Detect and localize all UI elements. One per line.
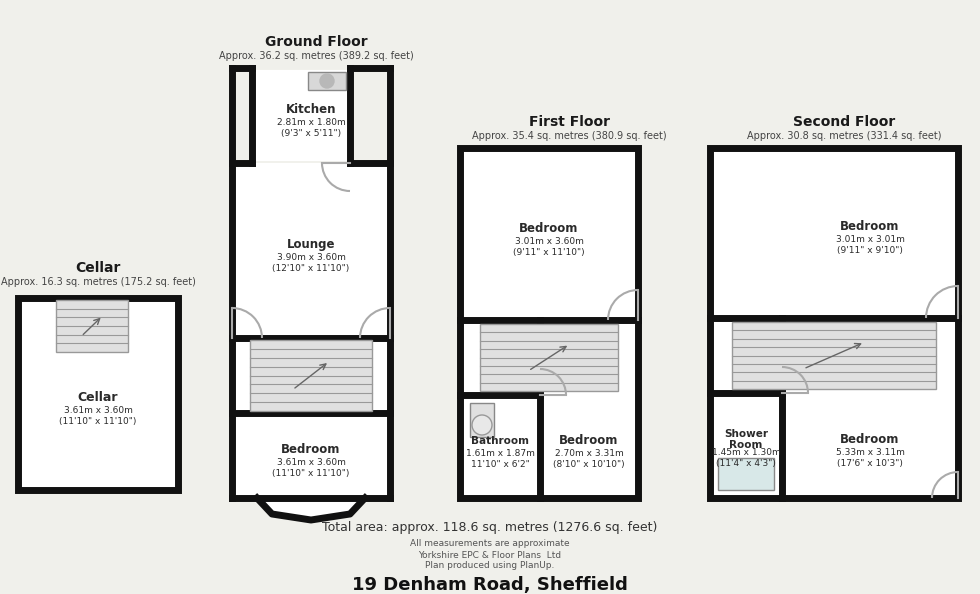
- Text: First Floor: First Floor: [528, 115, 610, 129]
- Text: (9'11" x 11'10"): (9'11" x 11'10"): [514, 248, 585, 257]
- Text: (8'10" x 10'10"): (8'10" x 10'10"): [553, 460, 625, 469]
- Text: (11'10" x 11'10"): (11'10" x 11'10"): [60, 417, 136, 426]
- Text: (9'3" x 5'11"): (9'3" x 5'11"): [281, 129, 341, 138]
- Text: Bedroom: Bedroom: [840, 433, 900, 446]
- Text: Total area: approx. 118.6 sq. metres (1276.6 sq. feet): Total area: approx. 118.6 sq. metres (12…: [322, 522, 658, 535]
- Text: Cellar: Cellar: [77, 391, 119, 404]
- Text: 3.90m x 3.60m: 3.90m x 3.60m: [276, 253, 345, 262]
- Text: Kitchen: Kitchen: [286, 103, 336, 116]
- Text: 1.45m x 1.30m: 1.45m x 1.30m: [711, 448, 780, 457]
- Circle shape: [472, 415, 492, 435]
- Text: Approx. 30.8 sq. metres (331.4 sq. feet): Approx. 30.8 sq. metres (331.4 sq. feet): [747, 131, 941, 141]
- Text: (12'10" x 11'10"): (12'10" x 11'10"): [272, 264, 350, 273]
- Text: All measurements are approximate: All measurements are approximate: [411, 539, 569, 548]
- Bar: [254, 70, 348, 161]
- Text: 3.61m x 3.60m: 3.61m x 3.60m: [276, 458, 345, 467]
- Text: Ground Floor: Ground Floor: [265, 35, 368, 49]
- Text: 3.61m x 3.60m: 3.61m x 3.60m: [64, 406, 132, 415]
- Text: Bedroom: Bedroom: [281, 443, 341, 456]
- Bar: [710, 148, 958, 498]
- Bar: [56, 300, 128, 352]
- Text: 19 Denham Road, Sheffield: 19 Denham Road, Sheffield: [352, 576, 628, 594]
- Text: Bedroom: Bedroom: [519, 222, 578, 235]
- Bar: [480, 324, 618, 391]
- Bar: [308, 72, 346, 90]
- Text: Approx. 35.4 sq. metres (380.9 sq. feet): Approx. 35.4 sq. metres (380.9 sq. feet): [471, 131, 666, 141]
- Text: (11'10" x 11'10"): (11'10" x 11'10"): [272, 469, 350, 478]
- Bar: [250, 340, 372, 411]
- Bar: [234, 163, 388, 496]
- Bar: [470, 403, 494, 437]
- Bar: [460, 148, 638, 498]
- Text: 3.01m x 3.60m: 3.01m x 3.60m: [514, 236, 583, 245]
- Text: 1.61m x 1.87m: 1.61m x 1.87m: [466, 449, 534, 458]
- Text: Plan produced using PlanUp.: Plan produced using PlanUp.: [425, 561, 555, 570]
- Text: 3.01m x 3.01m: 3.01m x 3.01m: [836, 235, 905, 245]
- Bar: [732, 322, 936, 389]
- Text: Bedroom: Bedroom: [560, 434, 618, 447]
- Text: 2.81m x 1.80m: 2.81m x 1.80m: [276, 118, 345, 127]
- Text: 2.70m x 3.31m: 2.70m x 3.31m: [555, 449, 623, 458]
- Text: Approx. 16.3 sq. metres (175.2 sq. feet): Approx. 16.3 sq. metres (175.2 sq. feet): [1, 277, 195, 287]
- Text: Yorkshire EPC & Floor Plans  Ltd: Yorkshire EPC & Floor Plans Ltd: [418, 551, 562, 560]
- Text: Bathroom: Bathroom: [471, 435, 529, 446]
- Text: Lounge: Lounge: [287, 238, 335, 251]
- Text: (9'11" x 9'10"): (9'11" x 9'10"): [837, 247, 903, 255]
- Text: Shower
Room: Shower Room: [724, 429, 768, 450]
- Text: Second Floor: Second Floor: [793, 115, 895, 129]
- Bar: [718, 458, 774, 490]
- Bar: [18, 298, 178, 490]
- Text: Bedroom: Bedroom: [840, 220, 900, 233]
- Text: (17'6" x 10'3"): (17'6" x 10'3"): [837, 459, 903, 468]
- Circle shape: [320, 74, 334, 88]
- Text: 5.33m x 3.11m: 5.33m x 3.11m: [836, 448, 905, 457]
- Text: (11'4" x 4'3"): (11'4" x 4'3"): [716, 459, 776, 468]
- Text: 11'10" x 6'2": 11'10" x 6'2": [470, 460, 529, 469]
- Text: Approx. 36.2 sq. metres (389.2 sq. feet): Approx. 36.2 sq. metres (389.2 sq. feet): [219, 51, 414, 61]
- Polygon shape: [257, 498, 365, 520]
- Text: Cellar: Cellar: [75, 261, 121, 275]
